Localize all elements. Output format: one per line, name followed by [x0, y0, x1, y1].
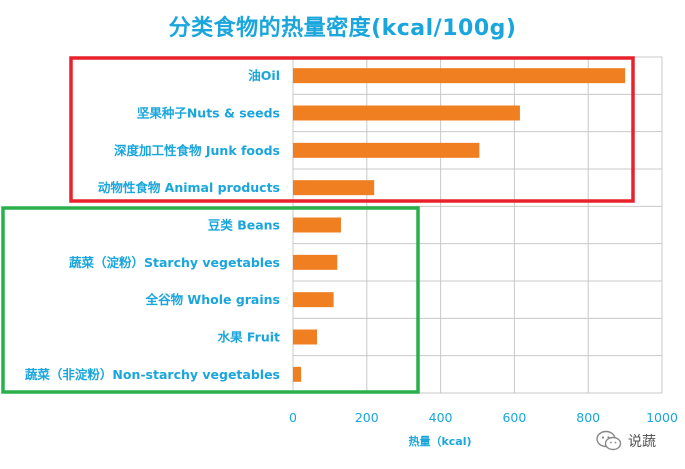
x-tick-label-0: 0	[289, 410, 297, 425]
category-label-3: 动物性食物 Animal products	[98, 180, 280, 195]
x-tick-label-4: 800	[576, 410, 600, 425]
group-box-1	[1, 206, 420, 394]
x-tick-label-1: 200	[355, 410, 379, 425]
watermark: 说蔬	[596, 430, 656, 452]
category-label-1: 坚果种子Nuts & seeds	[137, 106, 280, 121]
bar-6	[293, 292, 334, 308]
wechat-icon	[596, 430, 622, 451]
bar-5	[293, 254, 338, 270]
chart-title: 分类食物的热量密度(kcal/100g)	[168, 16, 517, 41]
bar-1	[293, 105, 520, 121]
category-label-0: 油Oil	[248, 68, 280, 83]
watermark-text: 说蔬	[628, 434, 656, 450]
x-axis-label: 热量（kcal)	[408, 435, 472, 448]
x-tick-label-2: 400	[429, 410, 453, 425]
bar-0	[293, 68, 626, 84]
bar-7	[293, 329, 317, 345]
tick-labels: 0 200 400 600 800 1000	[289, 410, 678, 425]
bar-4	[293, 217, 341, 233]
category-labels: 油Oil 坚果种子Nuts & seeds 深度加工性食物 Junk foods 动物…	[25, 68, 280, 382]
category-label-8: 蔬菜（非淀粉）Non-starchy vegetables	[25, 367, 280, 382]
category-label-6: 全谷物 Whole grains	[145, 292, 280, 307]
category-label-5: 蔬菜（淀粉）Starchy vegetables	[69, 255, 280, 270]
x-tick-label-5: 1000	[646, 410, 678, 425]
group-boxes	[1, 56, 635, 394]
bar-3	[293, 180, 375, 196]
bar-8	[293, 366, 302, 382]
category-label-7: 水果 Fruit	[218, 330, 280, 345]
bar-2	[293, 142, 480, 158]
category-label-4: 豆类 Beans	[208, 218, 280, 233]
category-label-2: 深度加工性食物 Junk foods	[114, 143, 280, 158]
group-box-0	[69, 56, 635, 203]
bars	[293, 68, 626, 382]
x-tick-label-3: 600	[502, 410, 526, 425]
